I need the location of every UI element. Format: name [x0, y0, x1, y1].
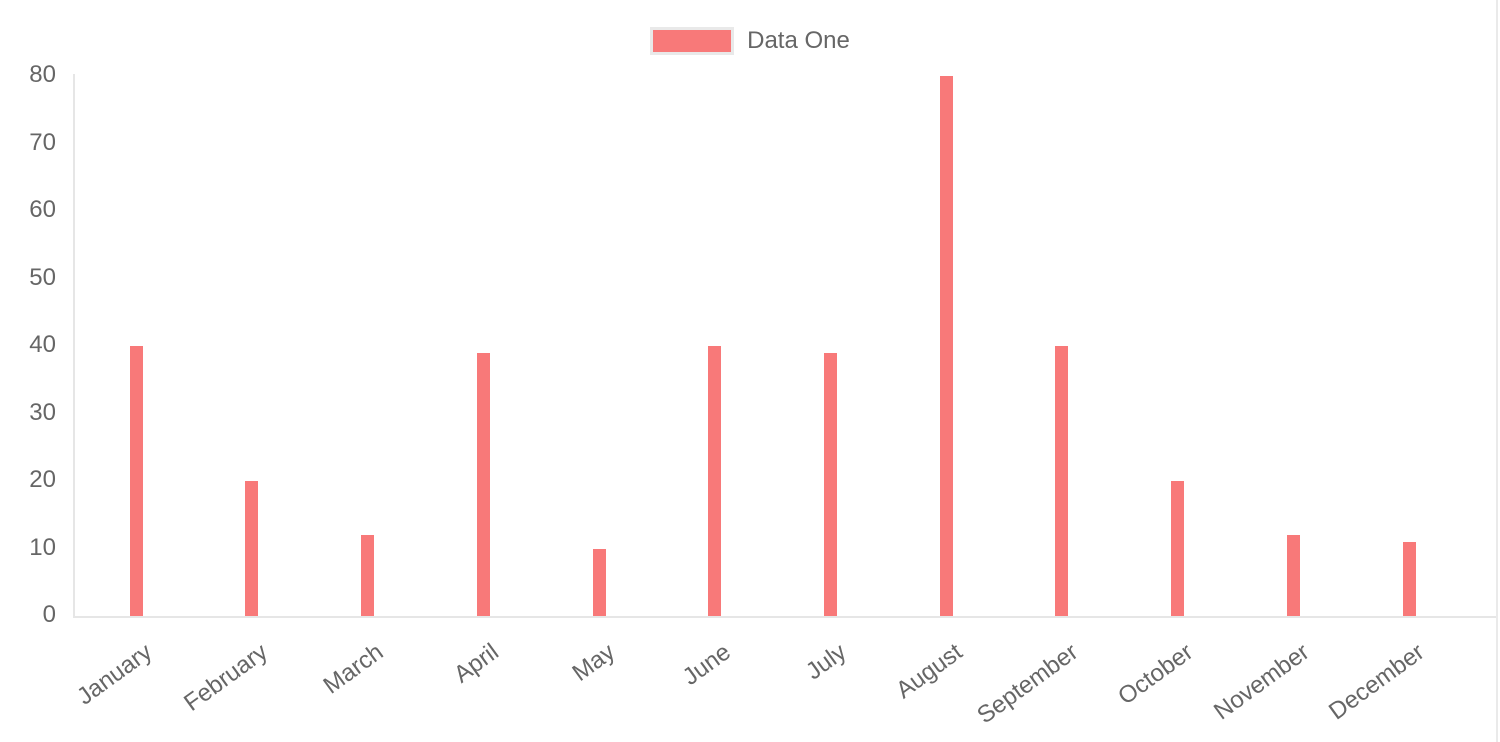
x-tick-label-january: January — [71, 638, 157, 711]
x-tick-label-september: September — [971, 638, 1083, 730]
y-tick-label-10: 10 — [29, 533, 56, 561]
y-tick-label-50: 50 — [29, 263, 56, 291]
y-axis-line — [73, 74, 75, 618]
y-tick-label-60: 60 — [29, 196, 56, 223]
x-tick-label-june: June — [677, 638, 736, 691]
bar-december[interactable] — [1402, 541, 1416, 616]
y-tick-label-20: 20 — [29, 466, 56, 493]
bar-january[interactable] — [129, 346, 143, 616]
x-tick-label-february: February — [178, 638, 273, 717]
x-tick-label-december: December — [1324, 638, 1430, 726]
legend-item-data-one[interactable]: Data One — [0, 26, 1500, 56]
y-tick-label-70: 70 — [29, 128, 56, 156]
bar-march[interactable] — [361, 535, 375, 616]
y-tick-label-30: 30 — [29, 398, 56, 426]
y-tick-label-0: 0 — [42, 601, 56, 628]
bar-february[interactable] — [245, 481, 259, 616]
legend-swatch — [650, 27, 735, 55]
bar-may[interactable] — [592, 548, 606, 616]
x-tick-label-march: March — [318, 638, 389, 700]
x-tick-label-april: April — [449, 638, 504, 689]
x-tick-label-november: November — [1208, 638, 1315, 726]
x-axis-line — [73, 616, 1498, 618]
bar-april[interactable] — [476, 352, 490, 616]
x-tick-label-august: August — [890, 638, 967, 705]
x-tick-label-july: July — [800, 638, 852, 686]
y-tick-label-80: 80 — [29, 61, 56, 88]
x-tick-label-october: October — [1113, 638, 1199, 711]
right-edge-line — [1496, 0, 1498, 742]
bar-october[interactable] — [1171, 481, 1185, 616]
bar-june[interactable] — [708, 346, 722, 616]
x-tick-label-may: May — [567, 638, 620, 687]
bar-august[interactable] — [939, 76, 953, 616]
bar-july[interactable] — [823, 352, 837, 616]
bar-september[interactable] — [1055, 346, 1069, 616]
legend-label: Data One — [747, 27, 850, 54]
y-tick-label-40: 40 — [29, 331, 56, 358]
bar-november[interactable] — [1286, 535, 1300, 616]
